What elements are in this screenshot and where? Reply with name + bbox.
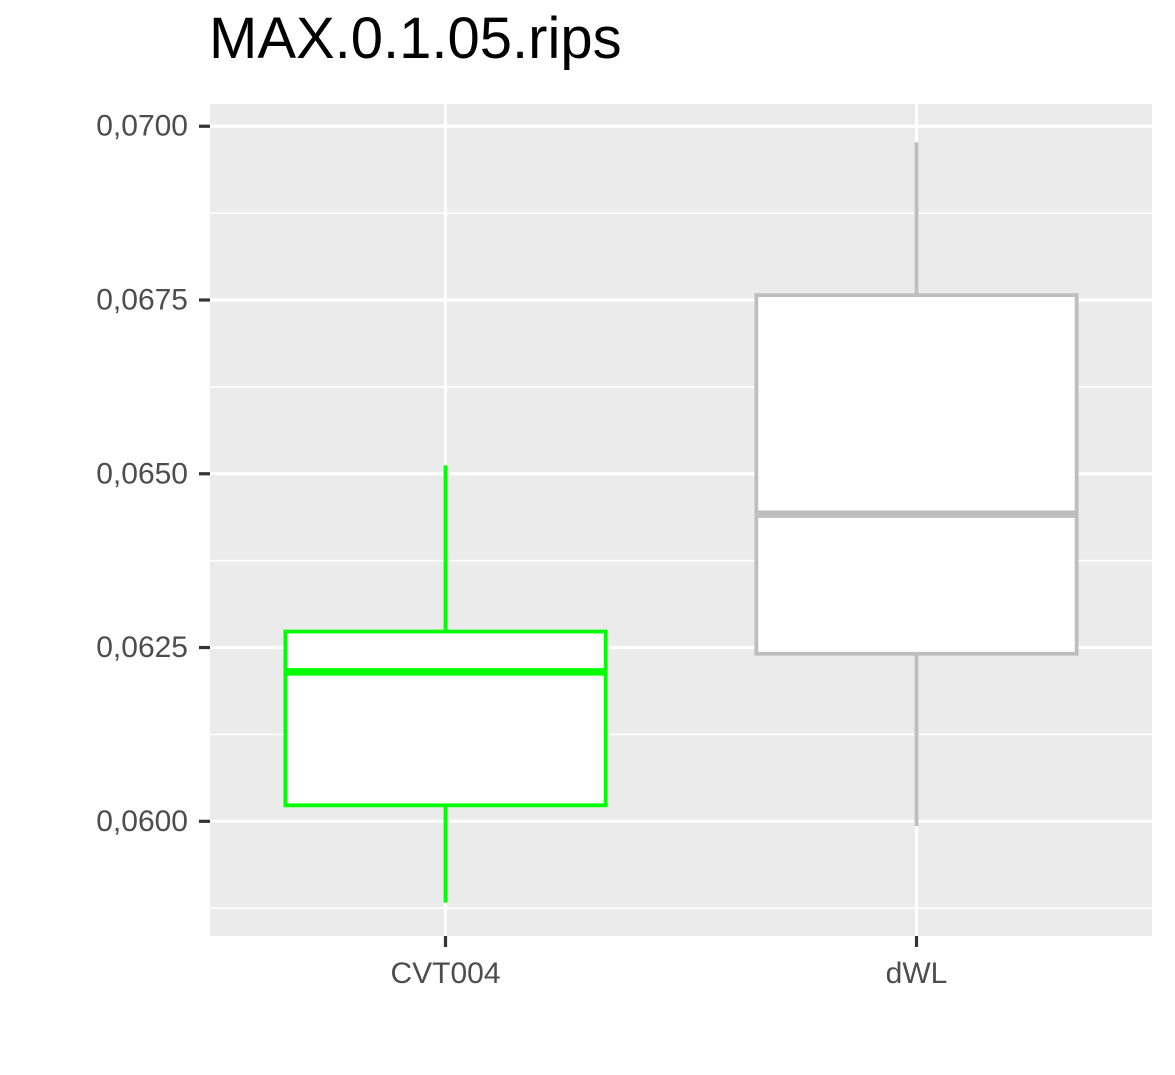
x-tick-label: CVT004: [390, 957, 500, 990]
box-dwl: [754, 142, 1079, 827]
y-tick-label: 0,0675: [96, 284, 188, 317]
y-tick-label: 0,0650: [96, 457, 188, 490]
y-tick-label: 0,0625: [96, 631, 188, 664]
x-axis: CVT004 dWL: [390, 936, 947, 990]
box-series: [283, 142, 1079, 903]
iqr-box: [754, 293, 1079, 656]
y-tick-label: 0,0600: [96, 805, 188, 838]
y-tick-label: 0,0700: [96, 110, 188, 143]
iqr-box: [283, 629, 608, 808]
box-cvt004: [283, 465, 608, 903]
chart-title: MAX.0.1.05.rips: [209, 6, 622, 71]
x-tick-label: dWL: [886, 957, 948, 990]
y-axis: 0,0600 0,0625 0,0650 0,0675 0,0700: [96, 110, 210, 838]
